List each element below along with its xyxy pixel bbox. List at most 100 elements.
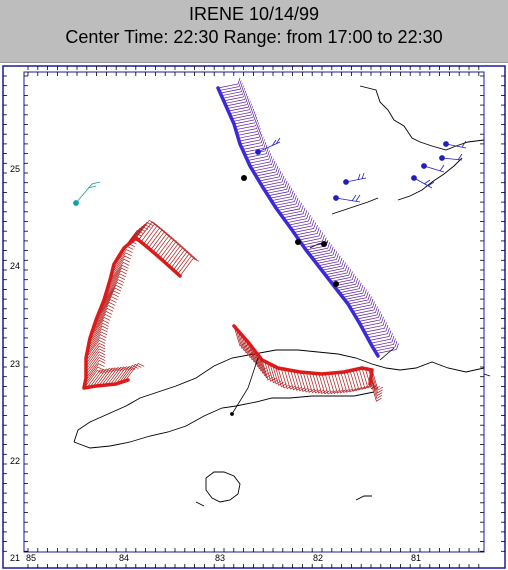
wind-barb bbox=[371, 372, 383, 394]
wind-barb bbox=[85, 339, 106, 359]
wind-barb bbox=[124, 362, 145, 382]
position-marker bbox=[333, 281, 339, 287]
wind-barb bbox=[85, 348, 106, 367]
wind-map[interactable]: 25 24 23 22 21 85 84 83 82 81 bbox=[0, 62, 508, 570]
wind-barb bbox=[283, 369, 296, 390]
lon-label-82: 82 bbox=[313, 553, 323, 563]
axis-ticks bbox=[3, 66, 505, 568]
wind-barb bbox=[298, 229, 322, 241]
wind-barb bbox=[238, 128, 261, 139]
wind-barb bbox=[334, 372, 346, 394]
wind-barb bbox=[288, 215, 311, 226]
wind-barb bbox=[266, 362, 279, 384]
wind-barb bbox=[340, 372, 353, 393]
florida-keys-upper bbox=[397, 157, 463, 201]
wind-barb bbox=[88, 325, 109, 344]
wind-barb bbox=[307, 242, 331, 253]
wind-barb bbox=[161, 241, 182, 261]
wind-barb bbox=[94, 304, 115, 324]
wind-barb bbox=[364, 322, 387, 333]
cuba-station bbox=[230, 357, 259, 416]
wind-barb bbox=[259, 357, 272, 379]
wind-barb bbox=[110, 258, 131, 278]
wind-barb bbox=[221, 85, 244, 97]
wind-barb bbox=[350, 298, 374, 310]
wind-barb bbox=[222, 88, 245, 99]
wind-barb bbox=[296, 371, 309, 392]
wind-barb bbox=[138, 221, 158, 241]
wind-barb bbox=[274, 366, 287, 388]
wind-barb bbox=[370, 378, 382, 399]
wind-barb bbox=[269, 363, 282, 385]
wind-barb bbox=[164, 243, 184, 263]
wind-barb bbox=[99, 293, 119, 312]
wind-barb bbox=[321, 260, 345, 271]
map-outer-frame bbox=[2, 65, 506, 569]
wind-barb bbox=[121, 363, 142, 383]
lon-label-81: 81 bbox=[411, 553, 421, 563]
wind-barb bbox=[272, 365, 284, 386]
wind-barb bbox=[168, 247, 189, 267]
wind-barb bbox=[271, 190, 294, 202]
cuba-south-coast bbox=[73, 391, 375, 449]
wind-barb bbox=[170, 249, 191, 269]
wind-barb bbox=[90, 316, 111, 336]
wind-barb bbox=[355, 306, 378, 317]
wind-barb bbox=[86, 337, 106, 356]
wind-barb bbox=[148, 229, 168, 249]
wind-barb bbox=[91, 313, 112, 333]
wind-barb bbox=[261, 359, 274, 381]
wind-barb bbox=[85, 359, 106, 379]
wind-barb bbox=[358, 311, 381, 322]
wind-barb bbox=[316, 253, 339, 264]
wind-barb bbox=[328, 269, 352, 280]
wind-barb bbox=[236, 122, 259, 133]
isle-of-youth bbox=[205, 471, 241, 503]
lon-label-83: 83 bbox=[215, 553, 225, 563]
wind-barb bbox=[231, 108, 255, 120]
wind-barb bbox=[376, 343, 399, 354]
wind-barb bbox=[371, 335, 395, 347]
wind-barb bbox=[265, 180, 288, 192]
wind-barb bbox=[229, 103, 252, 115]
wind-barb bbox=[286, 212, 309, 224]
wind-barb bbox=[86, 334, 107, 353]
wind-barb bbox=[297, 227, 320, 238]
wind-barb bbox=[356, 308, 380, 320]
wind-barb bbox=[108, 267, 128, 286]
wind-barb bbox=[256, 353, 268, 374]
wind-barb bbox=[361, 367, 374, 389]
wind-barb bbox=[108, 264, 129, 284]
wind-barb bbox=[352, 369, 365, 391]
wind-barb bbox=[258, 170, 282, 182]
wind-barb bbox=[293, 222, 317, 233]
wind-barb bbox=[248, 153, 272, 164]
blue-track bbox=[216, 86, 380, 358]
wind-barb bbox=[249, 155, 273, 167]
wind-barb bbox=[107, 270, 127, 289]
wind-barb bbox=[246, 147, 269, 159]
wind-barb bbox=[344, 289, 367, 300]
wind-barb bbox=[251, 158, 274, 169]
wind-barb bbox=[358, 368, 371, 390]
wind-barb bbox=[88, 328, 108, 347]
wind-barb bbox=[319, 257, 343, 269]
wind-barb bbox=[106, 273, 126, 292]
wind-barb bbox=[347, 293, 371, 305]
wind-barb bbox=[150, 231, 171, 251]
wind-barb bbox=[370, 375, 383, 397]
wind-barb bbox=[111, 255, 131, 274]
wind-barb bbox=[300, 232, 324, 243]
wind-barb bbox=[87, 331, 108, 350]
wind-barb bbox=[280, 368, 293, 390]
wind-barb bbox=[118, 364, 139, 384]
position-marker bbox=[295, 239, 301, 245]
wind-barb bbox=[220, 83, 243, 94]
title-bar: IRENE 10/14/99 Center Time: 22:30 Range:… bbox=[0, 0, 508, 63]
wind-barb bbox=[355, 369, 368, 390]
wind-barb bbox=[269, 188, 293, 199]
wind-barb bbox=[290, 370, 302, 391]
wind-barb bbox=[323, 262, 346, 273]
lon-label-84: 84 bbox=[119, 553, 129, 563]
lat-label-21: 21 bbox=[10, 553, 20, 563]
